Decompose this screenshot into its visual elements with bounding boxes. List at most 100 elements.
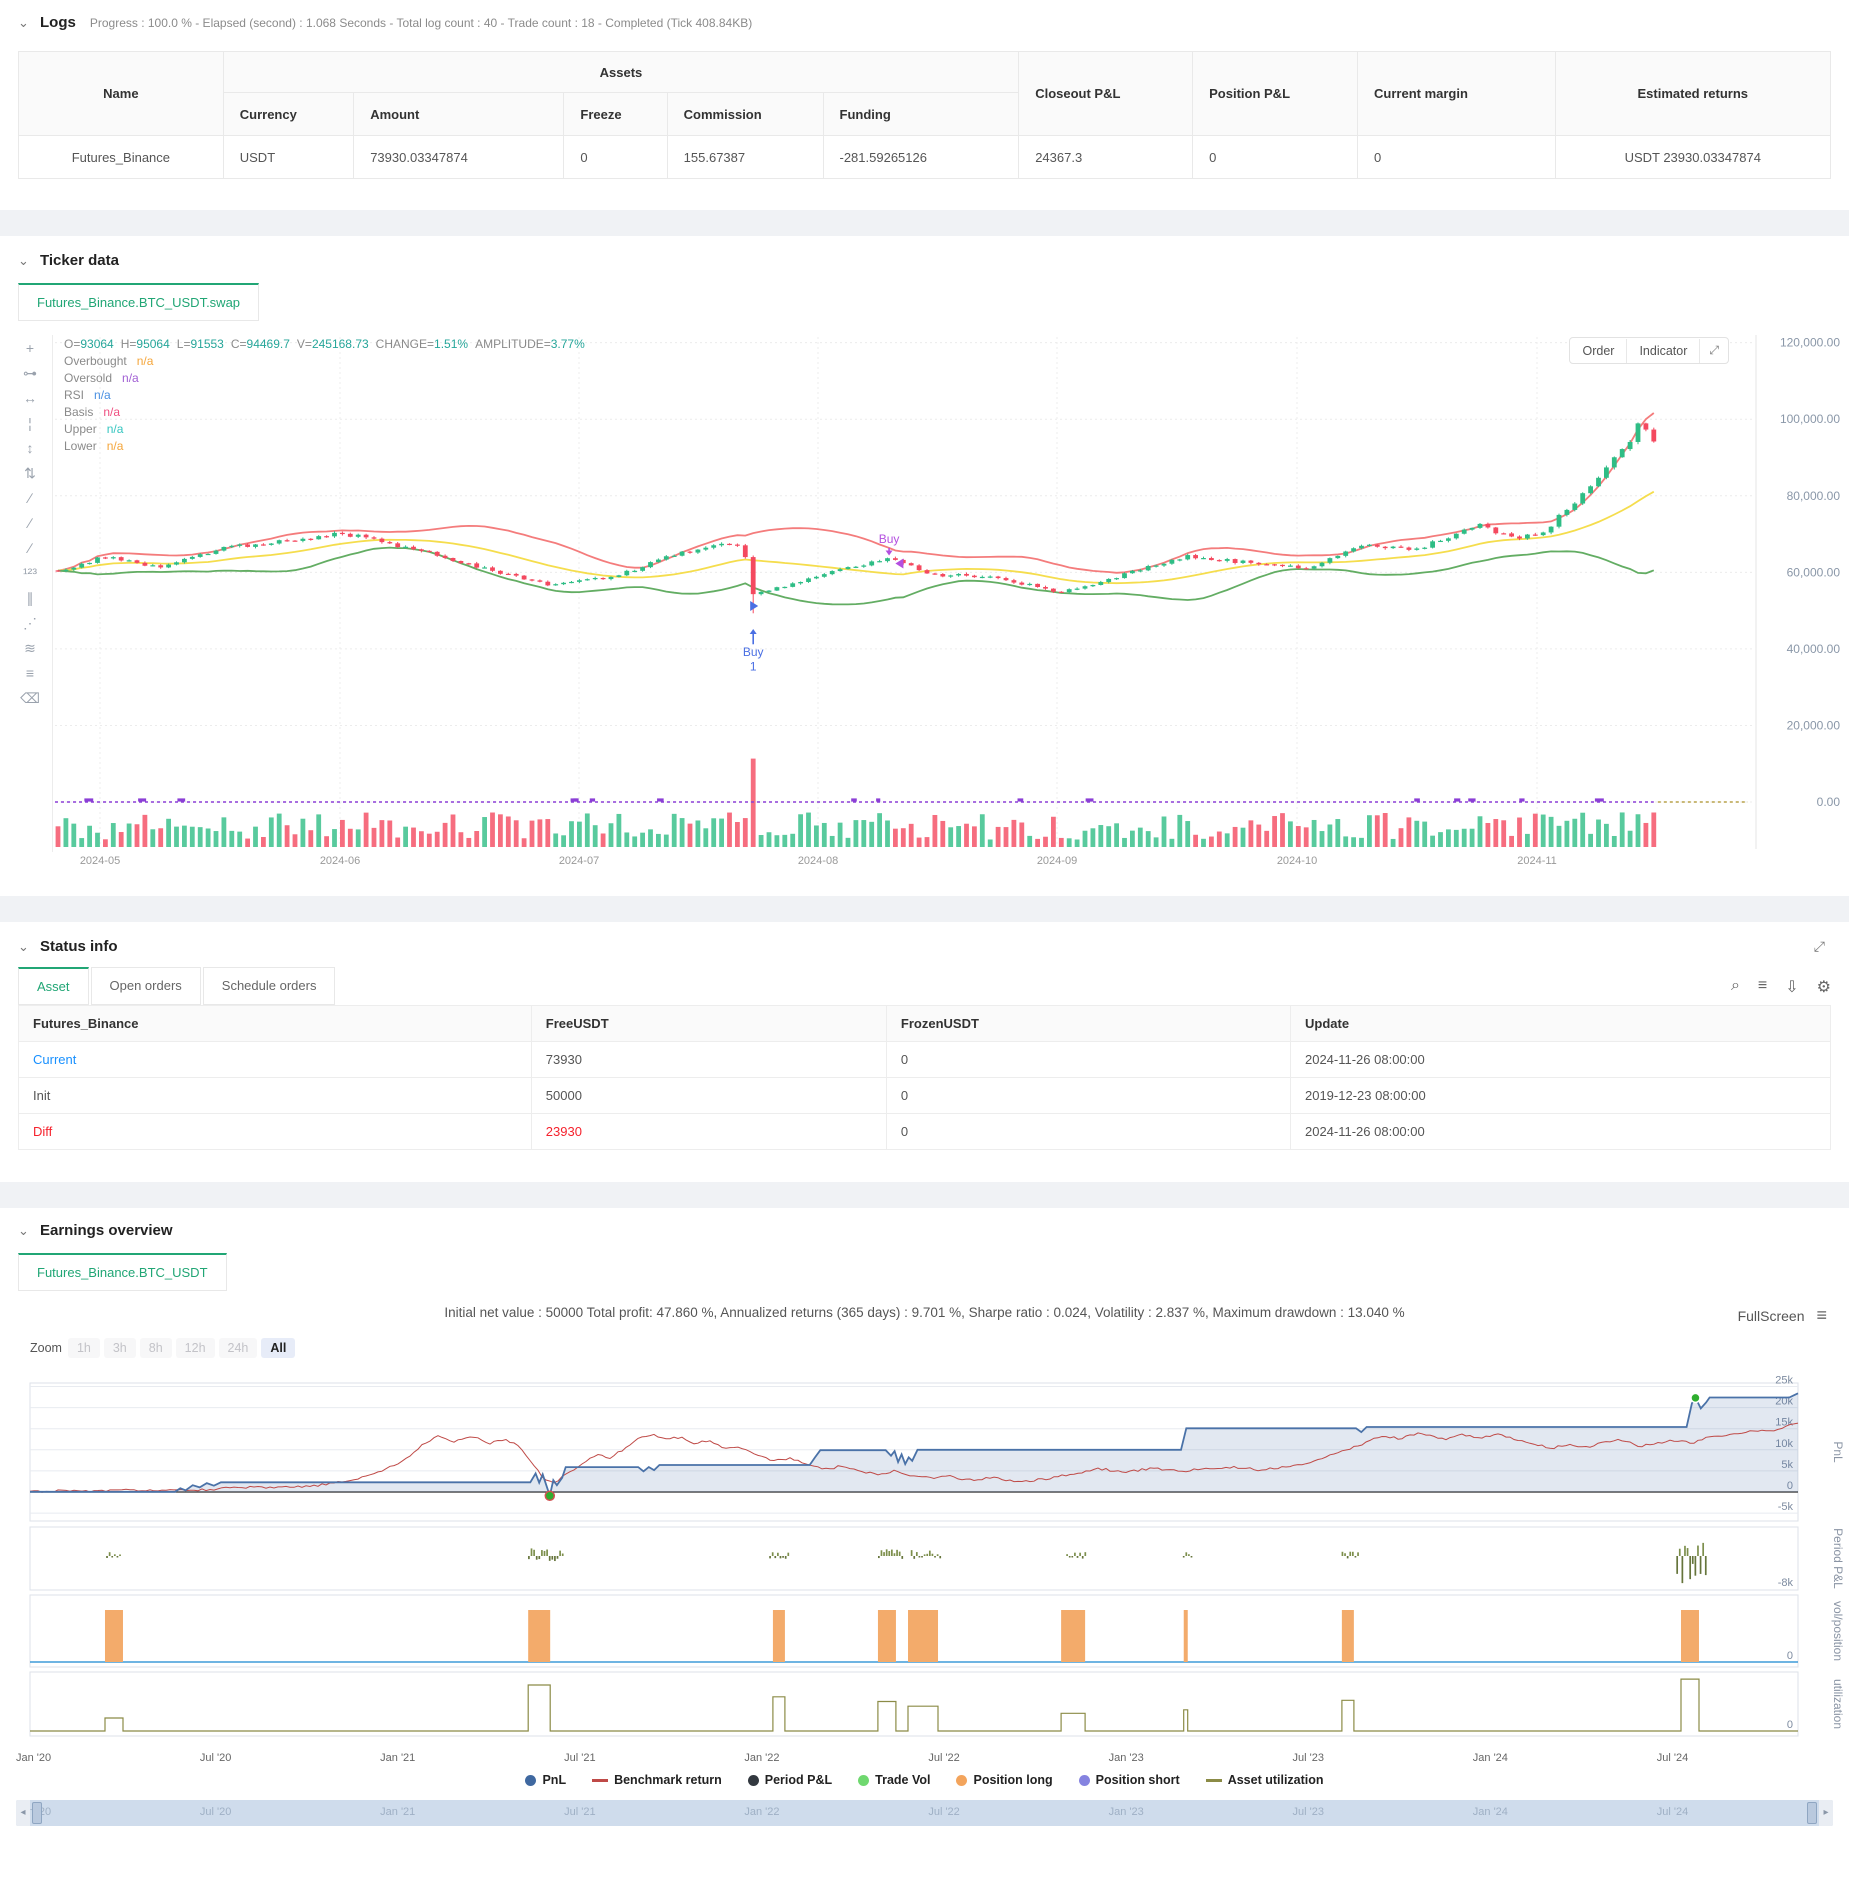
volume-bar: [1430, 835, 1435, 847]
period-pnl-bar: [910, 1550, 913, 1556]
zoom-option-8h: 8h: [139, 1338, 172, 1358]
volume-bar: [1280, 813, 1285, 847]
legend-item-pnl[interactable]: PnL: [525, 1773, 566, 1787]
parallel-channel-tool-icon[interactable]: ∥: [26, 590, 34, 606]
volume-bar: [640, 832, 645, 847]
settings-icon[interactable]: ⚙: [1816, 979, 1831, 996]
period-pnl-bar: [893, 1553, 896, 1556]
collapse-chevron-icon[interactable]: ⌄: [18, 938, 29, 954]
volume-bar: [885, 820, 890, 847]
x-tick-label: Jan '24: [1472, 1752, 1508, 1764]
navigator-right-handle[interactable]: [1807, 1802, 1817, 1824]
measure-tool-icon[interactable]: ≡: [25, 665, 35, 681]
date-range-tool-icon[interactable]: ⇅: [24, 465, 36, 481]
volume-bar: [229, 830, 235, 847]
position-long-bar: [1183, 1610, 1188, 1662]
fullscreen-button[interactable]: FullScreen: [1737, 1307, 1805, 1324]
cell-update: 2024-11-26 08:00:00: [1289, 1113, 1832, 1150]
period-pnl-bar: [556, 1556, 559, 1559]
volume-bar: [482, 817, 487, 847]
period-pnl-bar: [891, 1549, 893, 1556]
x-tick-label: Jan '22: [744, 1752, 780, 1764]
volume-bar: [324, 836, 329, 847]
vertical-line-tool-icon[interactable]: ¦: [28, 415, 32, 431]
volume-bar: [1525, 833, 1530, 847]
indicator-button[interactable]: Indicator: [1627, 338, 1701, 363]
volume-bar: [1137, 827, 1143, 847]
bollinger-upper-line: [57, 412, 1655, 574]
y-tick-label: 20,000.00: [1787, 718, 1841, 732]
volume-bar: [837, 822, 843, 847]
period-pnl-bar: [543, 1550, 546, 1556]
navigator-scroll-right[interactable]: ▸: [1819, 1800, 1833, 1826]
period-pnl-bar: [530, 1548, 533, 1556]
navigator-scroll-left[interactable]: ◂: [16, 1800, 30, 1826]
volume-bar: [434, 831, 440, 847]
volume-bar: [679, 818, 685, 847]
collapse-chevron-icon[interactable]: ⌄: [18, 252, 29, 268]
legend-item-position-short[interactable]: Position short: [1078, 1773, 1180, 1787]
tab-open-orders[interactable]: Open orders: [90, 967, 201, 1005]
navigator-left-handle[interactable]: [32, 1802, 42, 1824]
chart-menu-icon[interactable]: ≡: [1816, 1305, 1827, 1325]
period-pnl-bar: [1357, 1552, 1359, 1556]
pnl-tick-label: 0: [1787, 1480, 1793, 1492]
legend-item-trade-vol[interactable]: Trade Vol: [858, 1773, 930, 1787]
legend-item-position-long[interactable]: Position long: [956, 1773, 1053, 1787]
row-label-current[interactable]: Current: [18, 1041, 532, 1078]
price-range-tool-icon[interactable]: ↕: [26, 440, 34, 456]
cell-commission: 155.67387: [666, 135, 824, 179]
list-icon[interactable]: ≡: [1757, 977, 1768, 994]
collapse-chevron-icon[interactable]: ⌄: [18, 1222, 29, 1238]
volume-bar: [1643, 822, 1649, 847]
cell-current-margin: 0: [1357, 135, 1556, 179]
legend-item-period-p-l[interactable]: Period P&L: [747, 1773, 832, 1787]
download-icon[interactable]: ⇩: [1785, 979, 1799, 996]
cell-amount: 73930.03347874: [353, 135, 565, 179]
pitchfork-tool-icon[interactable]: ⋰: [23, 615, 37, 631]
chart-fullscreen-icon[interactable]: ⤢: [1709, 343, 1719, 357]
ray-tool-icon[interactable]: ∕: [28, 490, 32, 506]
price-label-tool-icon[interactable]: ¹²³: [23, 565, 37, 581]
legend-item-asset-utilization[interactable]: Asset utilization: [1205, 1773, 1324, 1787]
sell-triangle-icon: [895, 558, 904, 569]
tab-earnings-symbol[interactable]: Futures_Binance.BTC_USDT: [18, 1253, 227, 1291]
period-pnl-bar: [1678, 1548, 1681, 1556]
arrow-tool-icon[interactable]: ∕: [28, 540, 32, 556]
volume-bar: [458, 832, 464, 847]
tab-ticker-symbol[interactable]: Futures_Binance.BTC_USDT.swap: [18, 283, 260, 321]
period-min-label: -8k: [1778, 1577, 1794, 1589]
volume-bar: [853, 820, 859, 847]
volume-bar: [1627, 830, 1633, 847]
horizontal-line-tool-icon[interactable]: ↔: [23, 390, 37, 406]
zoom-option-all[interactable]: All: [261, 1338, 296, 1358]
volume-bar: [1201, 838, 1206, 847]
cell-currency: USDT: [222, 135, 355, 179]
crosshair-tool-icon[interactable]: +: [25, 340, 35, 356]
order-button[interactable]: Order: [1570, 338, 1628, 363]
pnl-tick-label: 5k: [1781, 1459, 1793, 1471]
tab-schedule-orders[interactable]: Schedule orders: [202, 967, 336, 1005]
volume-bar: [474, 831, 480, 847]
legend-item-benchmark-return[interactable]: Benchmark return: [592, 1773, 722, 1787]
table-row: Diff 23930 0 2024-11-26 08:00:00: [18, 1113, 1832, 1150]
axis-title: PnL: [1831, 1441, 1845, 1463]
volume-bar: [948, 827, 954, 847]
trend-line-tool-icon[interactable]: ⊶: [23, 365, 37, 381]
delete-tool-icon[interactable]: ⌫: [20, 690, 40, 706]
collapse-chevron-icon[interactable]: ⌄: [18, 14, 29, 30]
volume-bar: [221, 817, 227, 847]
brush-tool-icon[interactable]: ≋: [24, 640, 36, 656]
search-icon[interactable]: ⌕: [1730, 977, 1740, 994]
earnings-chart-canvas[interactable]: 25k 20k 15k 10k 5k 0 -5k -8k 0 0 PnL Period P&L vol/…: [0, 1355, 1849, 1747]
tab-asset[interactable]: Asset: [18, 967, 89, 1005]
pnl-tick-label: 20k: [1775, 1396, 1793, 1408]
ticker-chart[interactable]: + ⊶ ↔ ¦ ↕ ⇅ ∕ ∕ ∕ ¹²³ ∥ ⋰ ≋ ≡ ⌫ O=93064 H=95064 L=91553 C…: [0, 327, 1849, 872]
volume-bar: [1406, 817, 1412, 847]
period-pnl-bar: [554, 1556, 556, 1562]
expand-icon[interactable]: ⤢: [1813, 938, 1825, 954]
volume-bar: [719, 818, 724, 847]
candlestick-chart-canvas[interactable]: 2024-05 2024-06 2024-07 2024-08 2024-09 2024-…: [0, 327, 1849, 872]
segment-tool-icon[interactable]: ∕: [28, 515, 32, 531]
